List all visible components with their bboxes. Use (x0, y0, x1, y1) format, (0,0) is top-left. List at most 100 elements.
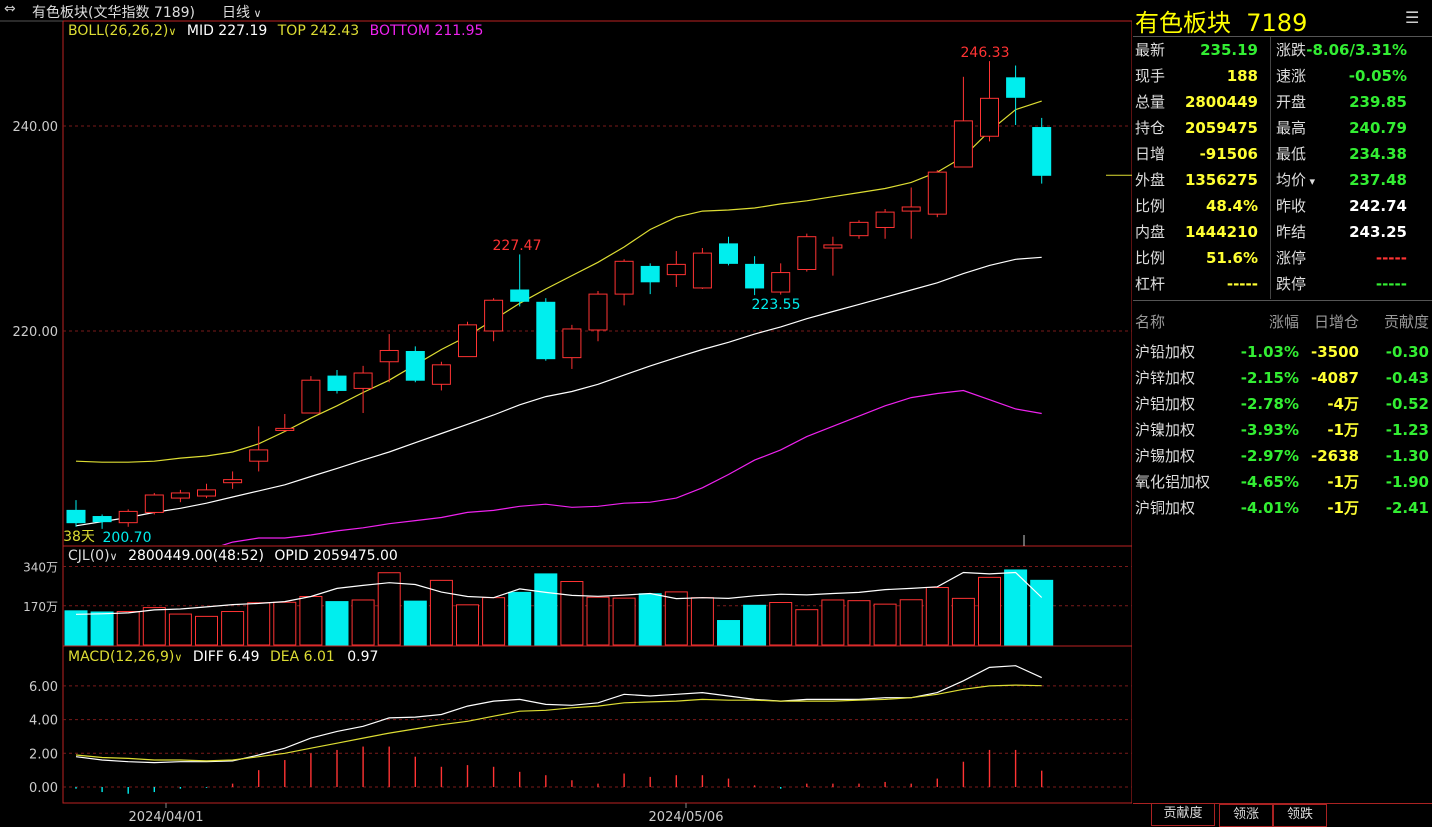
volume-bar (508, 591, 532, 646)
cjl-opid: OPID 2059475.00 (274, 548, 398, 564)
contrib-value: -0.30 (1385, 343, 1429, 361)
contrib-change: -4.65% (1240, 473, 1299, 491)
contrib-row[interactable]: 沪铝加权 -2.78% -4万 -0.52 (1133, 391, 1432, 417)
contrib-change: -1.03% (1240, 343, 1299, 361)
contrib-row[interactable]: 沪镍加权 -3.93% -1万 -1.23 (1133, 417, 1432, 443)
macd-value: 0.97 (347, 649, 379, 665)
contrib-table-header: 名称 涨幅 日增仓 贡献度 (1133, 309, 1432, 335)
tab-gainers[interactable]: 领涨 (1219, 804, 1273, 827)
candle-body (197, 489, 216, 497)
contrib-change: -4.01% (1240, 499, 1299, 517)
quote-label: 杠杆 (1135, 275, 1166, 293)
contrib-oi: -2638 (1311, 447, 1359, 465)
candle-body (301, 379, 321, 414)
candle-body (745, 263, 765, 289)
candle-body (980, 97, 999, 137)
candle-body (1006, 77, 1026, 98)
candle-body (719, 243, 738, 264)
candle-body (927, 171, 947, 215)
macd-diff: DIFF 6.49 (192, 649, 260, 665)
volume-bar (873, 603, 897, 646)
contrib-oi: -4万 (1327, 395, 1359, 413)
candle-body (92, 516, 112, 523)
quote-label: 比例 (1135, 197, 1166, 215)
macd-dea-line (75, 684, 1042, 762)
volume-bar (899, 599, 923, 646)
chart-header: ⇔ 有色板块(文华指数 7189) 日线 ∨ (0, 0, 1132, 22)
divider (1133, 300, 1432, 301)
tab-contrib[interactable]: 贡献度 (1151, 804, 1215, 826)
cjl-label[interactable]: CJL(0) (68, 548, 110, 564)
contrib-name: 沪锡加权 (1135, 447, 1196, 465)
contrib-oi: -4087 (1311, 369, 1359, 387)
tab-losers[interactable]: 领跌 (1273, 804, 1327, 827)
quote-value: 240.79 (1349, 119, 1407, 137)
contrib-header-cell[interactable]: 贡献度 (1383, 313, 1429, 331)
volume-bar (482, 597, 506, 646)
macd-panel (75, 665, 1043, 794)
period-selector[interactable]: 日线 ∨ (222, 2, 262, 22)
contrib-row[interactable]: 沪铜加权 -4.01% -1万 -2.41 (1133, 495, 1432, 521)
cjl-values: 2800449.00(48:52) (128, 548, 264, 564)
macd-diff-line (75, 665, 1042, 764)
quote-left-row: 杠杆 ----- (1135, 271, 1275, 297)
contrib-oi: -1万 (1327, 473, 1359, 491)
contrib-value: -0.52 (1385, 395, 1429, 413)
x-tick-label: 2024/04/01 (129, 810, 204, 825)
instrument-name: 有色板块 7189 (1135, 3, 1307, 38)
volume-bar (925, 587, 949, 646)
volume-bar (743, 604, 767, 646)
boll-bottom: BOTTOM 211.95 (369, 23, 484, 39)
back-icon[interactable]: ⇔ (4, 1, 16, 17)
menu-icon[interactable]: ☰ (1405, 8, 1420, 27)
contrib-header-cell[interactable]: 名称 (1135, 313, 1166, 331)
contrib-change: -3.93% (1240, 421, 1299, 439)
quote-left-row: 外盘 1356275 (1135, 167, 1275, 193)
quote-label: 外盘 (1135, 171, 1166, 189)
candle-body (275, 427, 295, 431)
quote-left-row: 总量 2800449 (1135, 89, 1275, 115)
quote-value: -8.06/3.31% (1306, 41, 1407, 59)
contrib-header-cell[interactable]: 涨幅 (1268, 313, 1299, 331)
quote-value: ----- (1375, 249, 1407, 267)
volume-bar (717, 620, 740, 646)
candle-body (771, 272, 791, 293)
candle-body (431, 364, 451, 385)
candle-body (170, 492, 190, 499)
volume-bar (168, 613, 192, 646)
quote-value: 1356275 (1184, 171, 1258, 189)
candle-body (458, 324, 477, 358)
divider (1133, 36, 1432, 37)
quote-value: 1444210 (1184, 223, 1258, 241)
contrib-row[interactable]: 沪锌加权 -2.15% -4087 -0.43 (1133, 365, 1432, 391)
period-label: 日线 (222, 5, 250, 21)
quote-label: 内盘 (1135, 223, 1166, 241)
volume-bar (403, 600, 427, 646)
boll-label[interactable]: BOLL(26,26,2) (68, 23, 169, 39)
volume-bar (221, 611, 245, 646)
boll-mid-line (75, 256, 1042, 527)
caret-down-icon[interactable]: ▾ (1306, 175, 1316, 188)
instrument-title[interactable]: 有色板块(文华指数 7189) (32, 5, 196, 21)
contrib-header-cell[interactable]: 日增仓 (1313, 313, 1359, 331)
contrib-value: -1.30 (1385, 447, 1429, 465)
candle-body (510, 289, 530, 302)
volume-bar (142, 607, 166, 646)
quote-right-row: 昨收 242.74 (1276, 193, 1416, 219)
contrib-row[interactable]: 氧化铝加权 -4.65% -1万 -1.90 (1133, 469, 1432, 495)
contrib-change: -2.15% (1240, 369, 1299, 387)
macd-label[interactable]: MACD(12,26,9) (68, 649, 175, 665)
contrib-row[interactable]: 沪铅加权 -1.03% -3500 -0.30 (1133, 339, 1432, 365)
quote-right-row: 跌停 ----- (1276, 271, 1416, 297)
contrib-row[interactable]: 沪锡加权 -2.97% -2638 -1.30 (1133, 443, 1432, 469)
contrib-name: 沪铝加权 (1135, 395, 1196, 413)
volume-bar (90, 611, 114, 646)
quote-label: 均价 (1276, 171, 1307, 189)
chevron-down-icon: ∨ (109, 550, 118, 563)
quote-right-row: 涨停 ----- (1276, 245, 1416, 271)
candle-body (484, 299, 504, 332)
volume-bar (821, 599, 845, 646)
contrib-value: -0.43 (1385, 369, 1429, 387)
quote-value: 242.74 (1349, 197, 1407, 215)
kline-chart[interactable]: 220.00 240.00 170万 340万 0.00 2.00 4.00 6.00 2024… (0, 0, 1132, 825)
